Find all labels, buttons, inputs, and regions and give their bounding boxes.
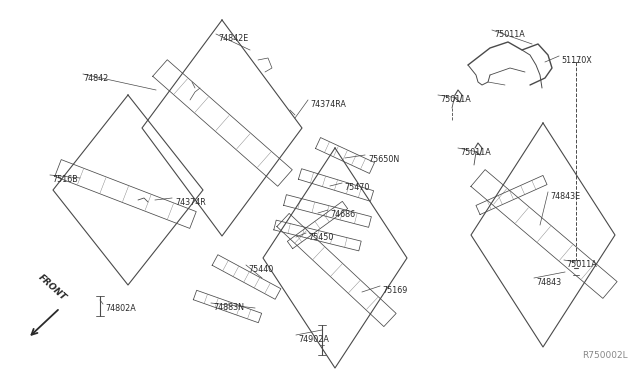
- Text: 51170X: 51170X: [561, 56, 592, 65]
- Text: 74686: 74686: [330, 210, 355, 219]
- Text: 75011A: 75011A: [440, 95, 471, 104]
- Text: 75470: 75470: [344, 183, 369, 192]
- Text: 74374R: 74374R: [175, 198, 205, 207]
- Text: 75450: 75450: [308, 233, 333, 242]
- Text: 75650N: 75650N: [368, 155, 399, 164]
- Text: 74843E: 74843E: [550, 192, 580, 201]
- Text: R750002L: R750002L: [582, 351, 628, 360]
- Text: 75011A: 75011A: [494, 30, 525, 39]
- Text: 74843: 74843: [536, 278, 561, 287]
- Text: 74374RA: 74374RA: [310, 100, 346, 109]
- Text: 75440: 75440: [248, 265, 273, 274]
- Text: 74883N: 74883N: [213, 303, 244, 312]
- Text: 74802A: 74802A: [105, 304, 136, 313]
- Text: 74902A: 74902A: [298, 335, 329, 344]
- Text: 74842: 74842: [83, 74, 108, 83]
- Text: 75011A: 75011A: [566, 260, 596, 269]
- Text: 75011A: 75011A: [460, 148, 491, 157]
- Text: 74842E: 74842E: [218, 34, 248, 43]
- Text: 7516B: 7516B: [52, 175, 77, 184]
- Text: FRONT: FRONT: [36, 272, 68, 302]
- Text: 75169: 75169: [382, 286, 408, 295]
